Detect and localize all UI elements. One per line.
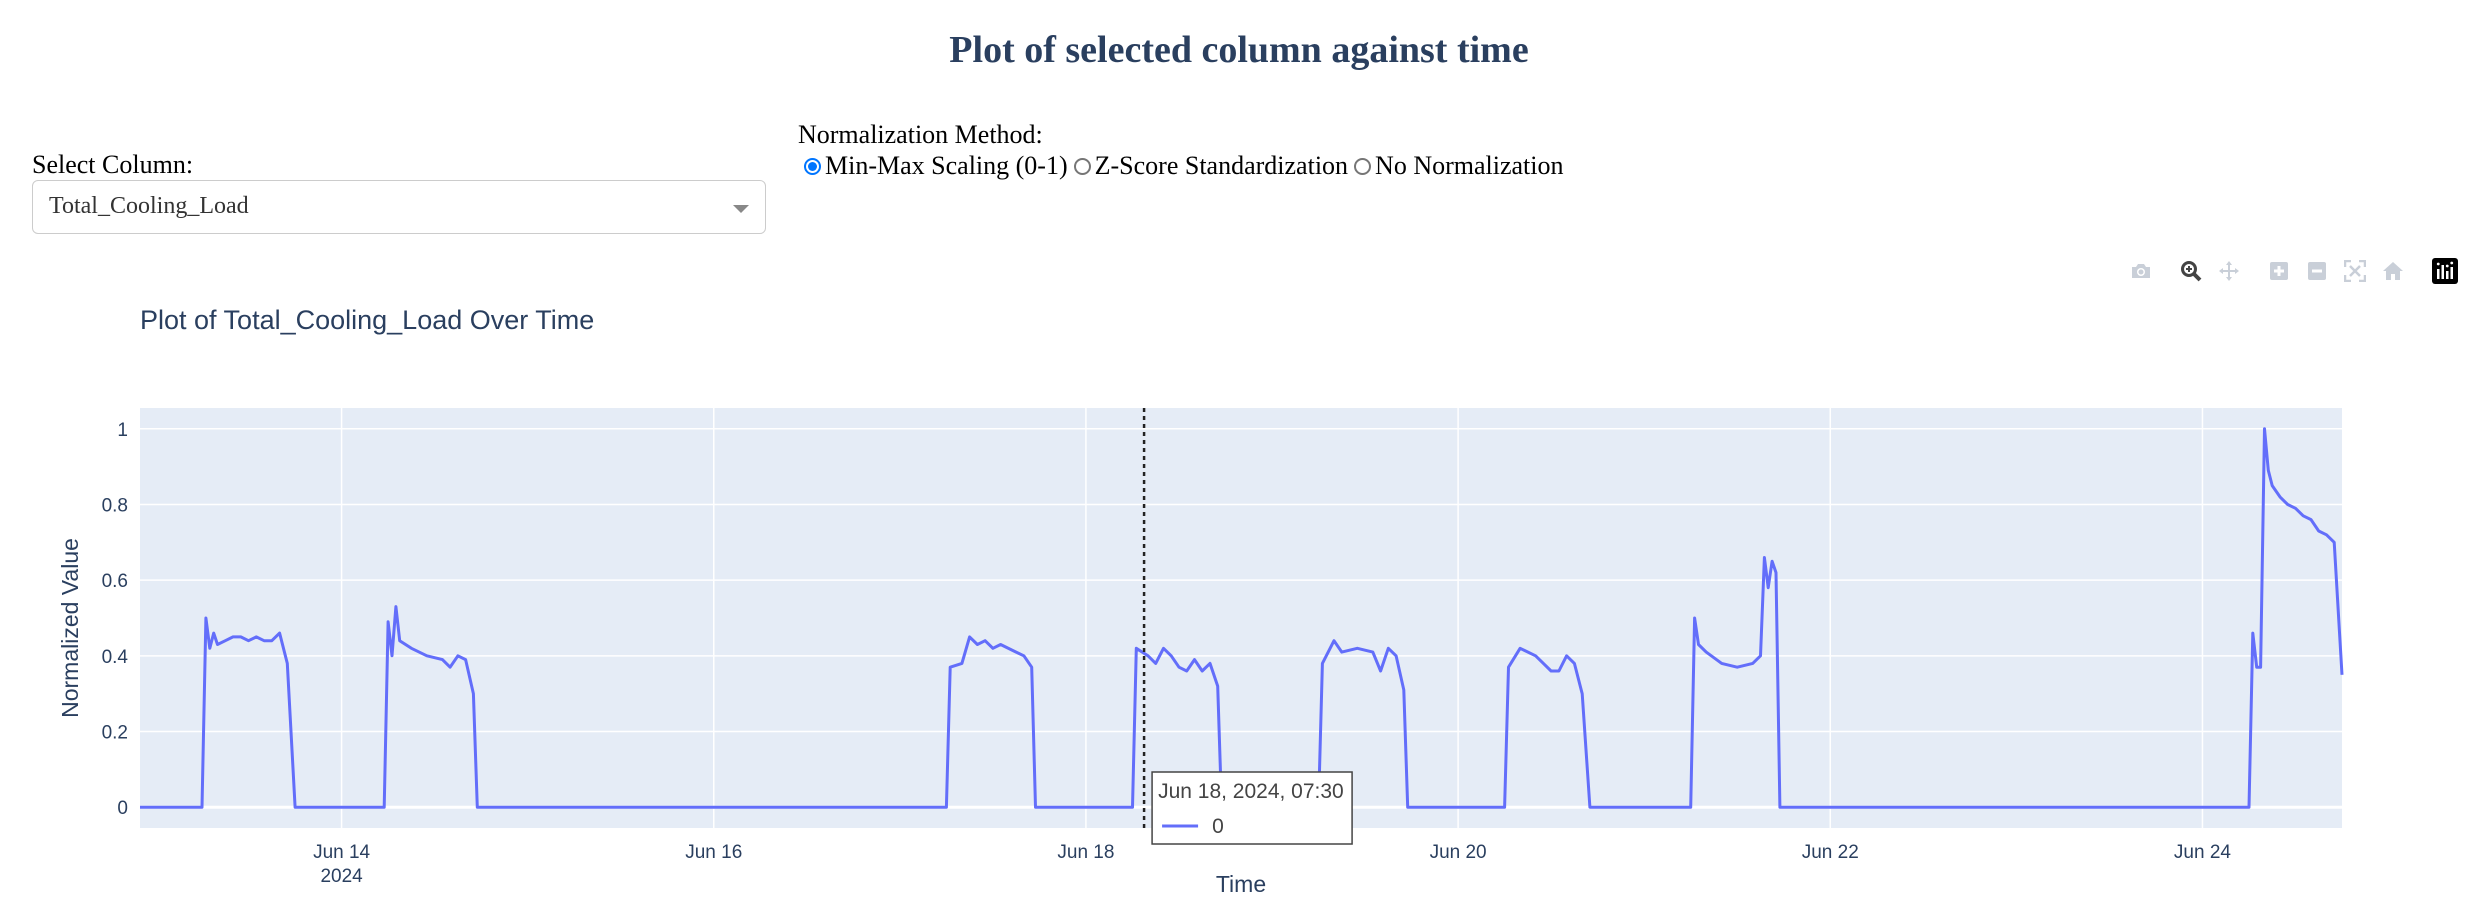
autoscale-icon[interactable] — [2340, 256, 2370, 286]
pan-icon[interactable] — [2214, 256, 2244, 286]
column-dropdown[interactable]: Total_Cooling_Load — [32, 180, 766, 234]
y-tick-label: 0 — [117, 798, 128, 819]
y-axis-label: Normalized Value — [57, 538, 83, 718]
radio-min-max[interactable] — [804, 157, 821, 175]
x-tick-label: Jun 20 — [1430, 842, 1487, 863]
x-tick-label: Jun 14 — [313, 842, 370, 863]
column-dropdown-value: Total_Cooling_Load — [49, 193, 249, 219]
x-tick-label: Jun 24 — [2174, 842, 2231, 863]
hover-title: Jun 18, 2024, 07:30 — [1158, 780, 1344, 803]
x-tick-label: Jun 22 — [1802, 842, 1859, 863]
radio-option-no-normalization[interactable]: No Normalization — [1354, 151, 1564, 181]
page-title: Plot of selected column against time — [949, 29, 1529, 71]
modebar — [2126, 256, 2466, 286]
y-tick-label: 0.8 — [102, 495, 128, 516]
x-axis-label: Time — [1216, 871, 1266, 897]
y-tick-label: 0.4 — [102, 647, 129, 668]
hover-tooltip: Jun 18, 2024, 07:30 0 — [1151, 771, 1353, 845]
radio-label-min-max: Min-Max Scaling (0-1) — [825, 151, 1068, 180]
radio-label-z-score: Z-Score Standardization — [1094, 151, 1349, 180]
hover-series-label: 0 — [1212, 815, 1224, 838]
camera-icon[interactable] — [2126, 256, 2156, 286]
normalization-radio-group: Min-Max Scaling (0-1) Z-Score Standardiz… — [804, 151, 1570, 181]
chevron-down-icon[interactable] — [733, 205, 749, 213]
zoom-out-icon[interactable] — [2302, 256, 2332, 286]
radio-label-no-normalization: No Normalization — [1375, 151, 1564, 180]
chart-title: Plot of Total_Cooling_Load Over Time — [140, 305, 594, 335]
radio-option-z-score[interactable]: Z-Score Standardization — [1073, 151, 1349, 181]
select-column-label: Select Column: — [32, 150, 194, 179]
zoom-icon[interactable] — [2176, 256, 2206, 286]
y-tick-label: 1 — [117, 420, 128, 441]
radio-no-normalization[interactable] — [1354, 157, 1372, 175]
zoom-in-icon[interactable] — [2264, 256, 2294, 286]
normalization-label: Normalization Method: — [798, 120, 1043, 149]
x-tick-year: 2024 — [320, 866, 363, 887]
series-line — [140, 427, 2344, 809]
x-tick-label: Jun 18 — [1057, 842, 1114, 863]
reset-axes-icon[interactable] — [2378, 256, 2408, 286]
radio-z-score[interactable] — [1073, 157, 1091, 175]
y-tick-label: 0.6 — [102, 571, 128, 592]
y-tick-label: 0.2 — [102, 723, 128, 744]
plotly-logo-icon[interactable] — [2430, 256, 2460, 286]
plot-area[interactable] — [140, 408, 2342, 828]
x-tick-label: Jun 16 — [685, 842, 742, 863]
radio-option-min-max[interactable]: Min-Max Scaling (0-1) — [804, 151, 1068, 181]
